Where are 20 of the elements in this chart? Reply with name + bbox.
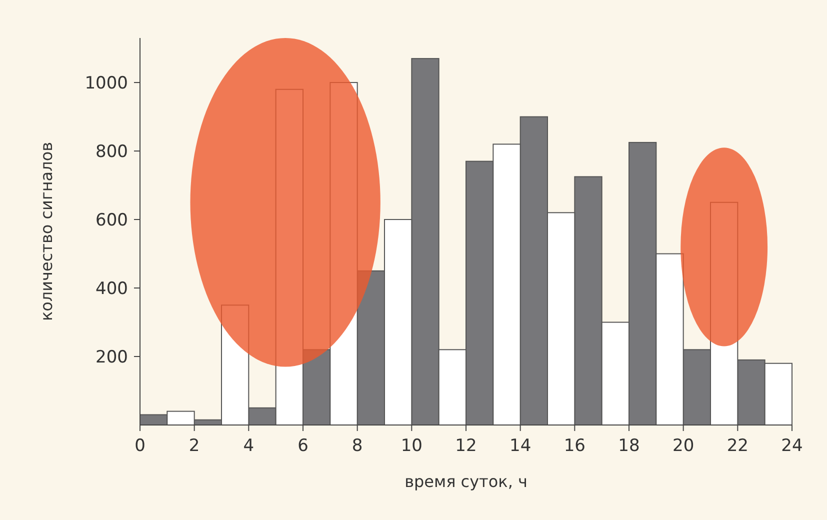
x-tick-label: 8 — [352, 436, 363, 456]
y-tick-label: 600 — [96, 210, 128, 231]
y-tick-label: 1000 — [84, 74, 128, 94]
x-tick-label: 4 — [243, 436, 254, 456]
x-tick-label: 0 — [134, 436, 146, 456]
y-tick-label: 400 — [96, 279, 128, 300]
x-tick-label: 10 — [400, 436, 422, 456]
x-tick-label: 24 — [781, 436, 803, 456]
y-axis-title: количество сигналов — [37, 142, 56, 322]
x-tick-label: 12 — [455, 436, 477, 456]
x-tick-label: 2 — [188, 436, 200, 456]
x-tick-label: 16 — [564, 436, 586, 456]
y-tick-label: 200 — [96, 348, 128, 368]
y-tick-label: 800 — [96, 142, 128, 162]
x-tick-label: 22 — [726, 436, 748, 456]
x-tick-label: 18 — [618, 436, 640, 456]
x-axis-title: время суток, ч — [404, 472, 528, 491]
x-tick-label: 6 — [298, 436, 308, 456]
x-tick-label: 20 — [672, 436, 694, 456]
x-tick-label: 14 — [510, 436, 532, 456]
